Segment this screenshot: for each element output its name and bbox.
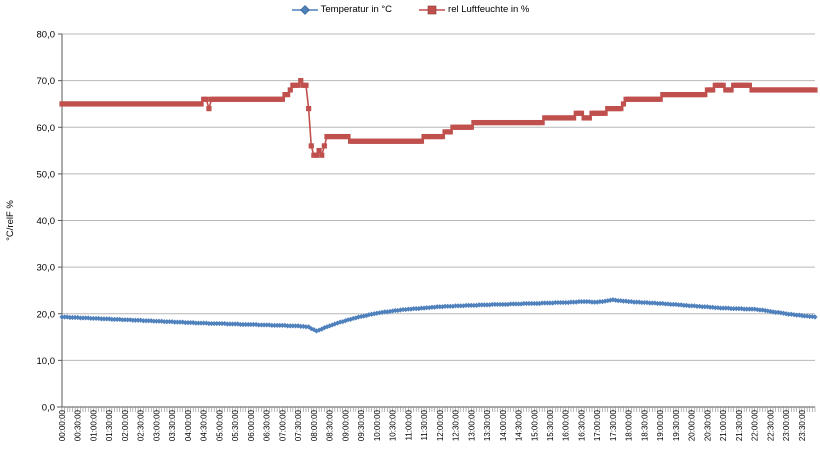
svg-text:80,0: 80,0 <box>37 30 56 41</box>
svg-text:16:30:00: 16:30:00 <box>577 409 586 441</box>
svg-text:04:30:00: 04:30:00 <box>200 409 209 441</box>
svg-text:03:00:00: 03:00:00 <box>152 409 161 441</box>
svg-text:06:00:00: 06:00:00 <box>247 409 256 441</box>
svg-text:15:00:00: 15:00:00 <box>530 409 539 441</box>
svg-text:19:00:00: 19:00:00 <box>656 409 665 441</box>
svg-text:23:00:00: 23:00:00 <box>782 409 791 441</box>
svg-text:18:30:00: 18:30:00 <box>640 409 649 441</box>
svg-text:40,0: 40,0 <box>37 216 56 227</box>
svg-text:23:30:00: 23:30:00 <box>798 409 807 441</box>
svg-text:04:00:00: 04:00:00 <box>184 409 193 441</box>
series-temperature <box>59 297 818 334</box>
svg-text:08:30:00: 08:30:00 <box>326 409 335 441</box>
svg-text:14:30:00: 14:30:00 <box>515 409 524 441</box>
svg-text:10,0: 10,0 <box>37 356 56 367</box>
svg-text:14:00:00: 14:00:00 <box>499 409 508 441</box>
svg-text:17:00:00: 17:00:00 <box>593 409 602 441</box>
svg-text:12:00:00: 12:00:00 <box>436 409 445 441</box>
svg-text:09:00:00: 09:00:00 <box>341 409 350 441</box>
svg-text:00:00:00: 00:00:00 <box>58 409 67 441</box>
svg-text:10:00:00: 10:00:00 <box>373 409 382 441</box>
svg-text:22:30:00: 22:30:00 <box>766 409 775 441</box>
temperature-legend-marker-icon <box>291 4 318 15</box>
humidity-legend-marker-icon <box>419 5 446 14</box>
svg-text:0,0: 0,0 <box>42 403 55 414</box>
svg-text:13:00:00: 13:00:00 <box>467 409 476 441</box>
svg-text:17:30:00: 17:30:00 <box>609 409 618 441</box>
svg-text:18:00:00: 18:00:00 <box>625 409 634 441</box>
svg-text:20:30:00: 20:30:00 <box>703 409 712 441</box>
svg-text:01:00:00: 01:00:00 <box>89 409 98 441</box>
svg-text:01:30:00: 01:30:00 <box>105 409 114 441</box>
svg-text:11:30:00: 11:30:00 <box>420 409 429 440</box>
legend-item-humidity: rel Luftfeuchte in % <box>418 4 529 15</box>
svg-text:60,0: 60,0 <box>37 123 56 134</box>
svg-text:19:30:00: 19:30:00 <box>672 409 681 441</box>
svg-text:22:00:00: 22:00:00 <box>751 409 760 441</box>
legend-item-temperature: Temperatur in °C <box>291 4 392 15</box>
svg-text:20:00:00: 20:00:00 <box>688 409 697 441</box>
svg-text:11:00:00: 11:00:00 <box>404 409 413 440</box>
svg-text:02:00:00: 02:00:00 <box>121 409 130 441</box>
chart-legend: Temperatur in °C rel Luftfeuchte in % <box>0 4 820 15</box>
svg-text:06:30:00: 06:30:00 <box>263 409 272 441</box>
svg-text:30,0: 30,0 <box>37 263 56 274</box>
legend-item-label: rel Luftfeuchte in % <box>448 4 530 15</box>
svg-text:70,0: 70,0 <box>37 76 56 87</box>
svg-text:07:00:00: 07:00:00 <box>278 409 287 441</box>
x-axis-labels: 00:00:00 00:30:00 01:00:00 01:30:00 02:00:00… <box>58 409 807 441</box>
svg-text:03:30:00: 03:30:00 <box>168 409 177 441</box>
y-axis-title: °C/relF % <box>5 200 16 241</box>
svg-text:08:00:00: 08:00:00 <box>310 409 319 441</box>
svg-text:05:30:00: 05:30:00 <box>231 409 240 441</box>
svg-text:21:00:00: 21:00:00 <box>719 409 728 441</box>
series-humidity <box>59 78 818 158</box>
svg-text:16:00:00: 16:00:00 <box>562 409 571 441</box>
svg-text:50,0: 50,0 <box>37 169 56 180</box>
svg-text:10:30:00: 10:30:00 <box>389 409 398 441</box>
svg-text:12:30:00: 12:30:00 <box>452 409 461 441</box>
svg-text:13:30:00: 13:30:00 <box>483 409 492 441</box>
svg-text:09:30:00: 09:30:00 <box>357 409 366 441</box>
y-axis-labels: 0,0 10,0 20,0 30,0 40,0 50,0 60,0 70,0 80,0 <box>37 30 62 414</box>
svg-text:02:30:00: 02:30:00 <box>137 409 146 441</box>
svg-text:15:30:00: 15:30:00 <box>546 409 555 441</box>
svg-text:20,0: 20,0 <box>37 309 56 320</box>
y-gridlines <box>62 33 815 361</box>
svg-text:00:30:00: 00:30:00 <box>74 409 83 441</box>
svg-text:21:30:00: 21:30:00 <box>735 409 744 441</box>
svg-text:07:30:00: 07:30:00 <box>294 409 303 441</box>
x-tick-comb <box>61 407 816 412</box>
legend-item-label: Temperatur in °C <box>320 4 393 15</box>
svg-text:05:00:00: 05:00:00 <box>215 409 224 441</box>
